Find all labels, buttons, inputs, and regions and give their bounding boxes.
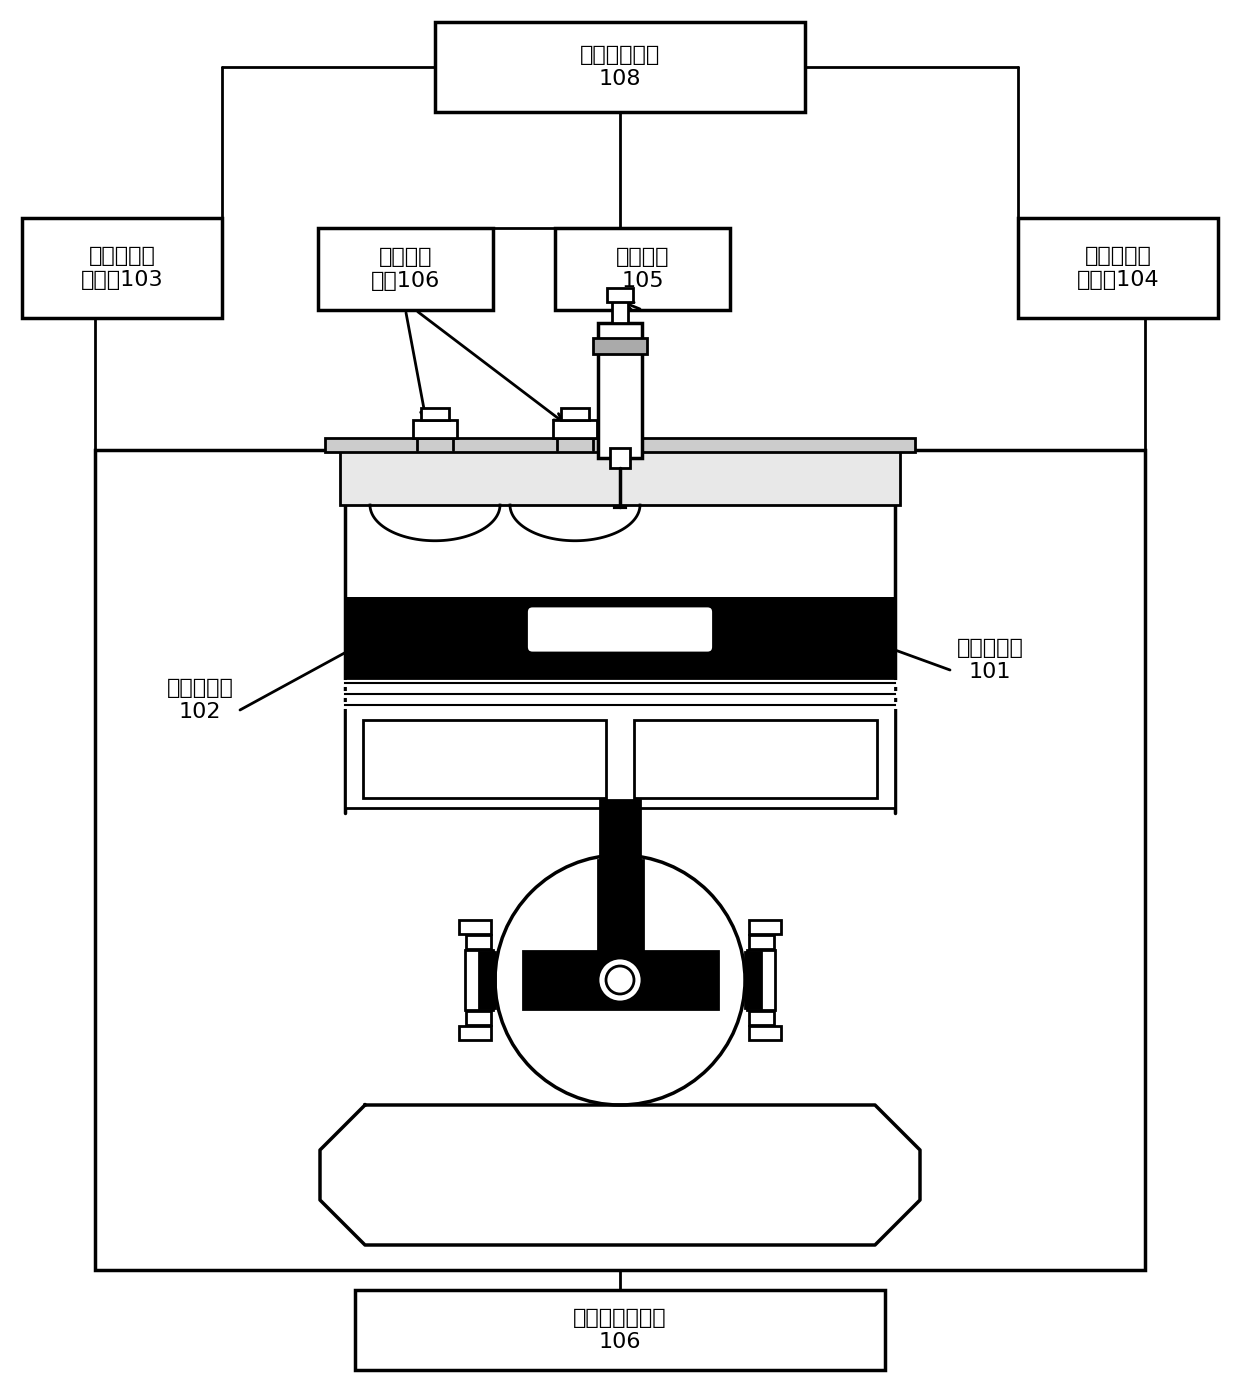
Bar: [598, 323, 642, 458]
Bar: [422, 408, 449, 420]
Text: 汽油气道喷
射系统103: 汽油气道喷 射系统103: [81, 246, 164, 289]
Text: 可变气门
系统106: 可变气门 系统106: [371, 248, 440, 291]
Bar: [634, 721, 877, 798]
Bar: [95, 451, 1145, 1270]
Circle shape: [495, 855, 745, 1104]
Bar: [745, 951, 761, 1008]
Bar: [598, 860, 642, 981]
Bar: [22, 218, 222, 319]
Bar: [749, 935, 774, 949]
Bar: [340, 451, 900, 505]
Bar: [1018, 218, 1218, 319]
Bar: [345, 598, 895, 808]
Bar: [608, 288, 632, 302]
Bar: [613, 300, 627, 323]
Bar: [593, 338, 647, 353]
Polygon shape: [320, 1104, 920, 1245]
Text: 电子控制单元
108: 电子控制单元 108: [580, 46, 660, 89]
Bar: [749, 919, 781, 933]
Bar: [435, 22, 805, 113]
Bar: [459, 1027, 491, 1040]
Bar: [553, 420, 596, 438]
Text: 进排气系统
102: 进排气系统 102: [166, 679, 233, 722]
Bar: [749, 1011, 774, 1025]
FancyBboxPatch shape: [527, 606, 713, 652]
Bar: [317, 228, 494, 310]
Text: 点火系统
105: 点火系统 105: [616, 248, 670, 291]
Bar: [600, 800, 640, 981]
Circle shape: [598, 958, 642, 1002]
Bar: [345, 598, 895, 677]
Bar: [749, 1027, 781, 1040]
Bar: [522, 951, 718, 1008]
Bar: [459, 919, 491, 933]
Bar: [466, 935, 491, 949]
Bar: [466, 1011, 491, 1025]
Bar: [560, 408, 589, 420]
Text: 废气再循环系统
106: 废气再循环系统 106: [573, 1309, 667, 1352]
Circle shape: [606, 965, 634, 995]
Bar: [363, 721, 606, 798]
Bar: [465, 950, 494, 1010]
Bar: [325, 438, 915, 452]
Bar: [355, 1289, 885, 1370]
Bar: [479, 951, 495, 1008]
Bar: [746, 950, 775, 1010]
Bar: [413, 420, 458, 438]
Bar: [610, 448, 630, 467]
Text: 乙醇缸内直
喷系统104: 乙醇缸内直 喷系统104: [1076, 246, 1159, 289]
Text: 发动机本体
101: 发动机本体 101: [956, 638, 1023, 682]
Bar: [556, 228, 730, 310]
